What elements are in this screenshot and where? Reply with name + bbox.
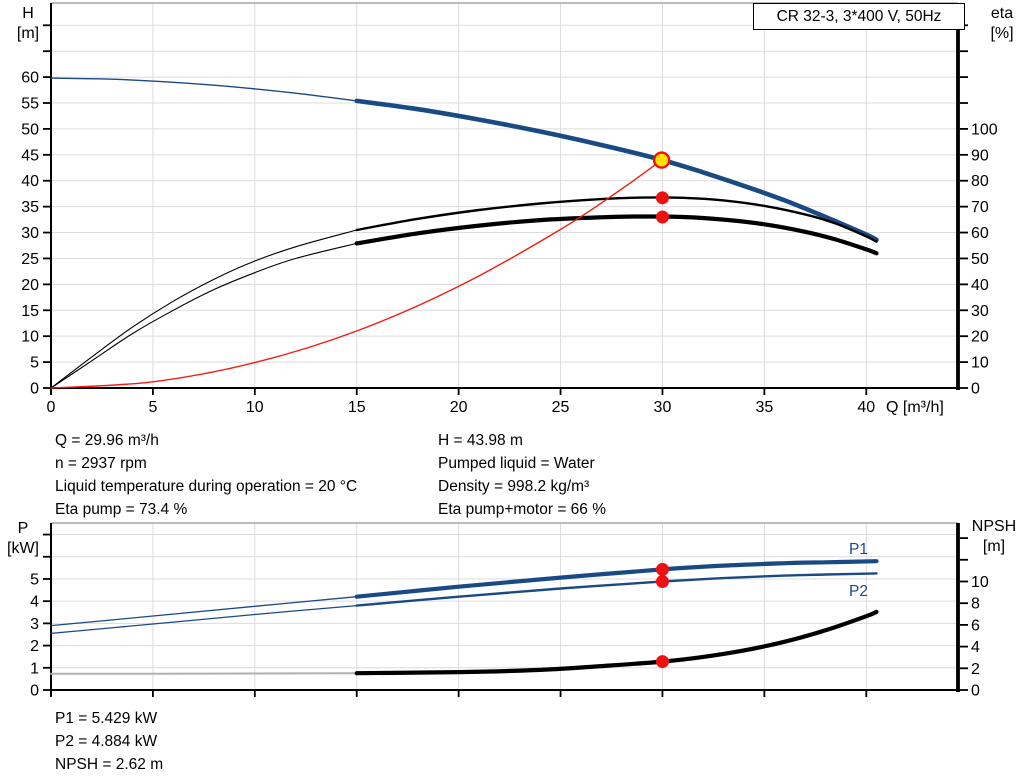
right-tick-label: 0: [971, 381, 980, 398]
npsh-value: NPSH = 2.62 m: [55, 756, 164, 773]
left-tick-label: 50: [21, 121, 39, 138]
head-axis-label: H [m]: [8, 4, 48, 44]
p2-curve-thin: [50, 604, 358, 635]
duty-point: [652, 151, 671, 169]
left-tick-label: 20: [21, 277, 39, 294]
head-value: H = 43.98 m: [438, 432, 523, 449]
eta-pump-motor-curve-thin: [50, 242, 358, 389]
eta-pump-motor-value: Eta pump+motor = 66 %: [438, 501, 607, 518]
x-tick-label: 10: [246, 399, 264, 416]
left-tick-label: 60: [21, 70, 39, 87]
left-tick-label: 35: [21, 199, 39, 216]
p1-curve-thin: [50, 596, 358, 627]
left-tick-label: 15: [21, 303, 39, 320]
x-tick-label: 20: [450, 399, 468, 416]
power-axis-name: P: [17, 520, 29, 537]
p1-point: [655, 562, 669, 576]
x-tick-label: 15: [348, 399, 366, 416]
head-axis-unit: [m]: [16, 25, 40, 42]
pumped-liquid-value: Pumped liquid = Water: [438, 455, 595, 472]
p1-value: P1 = 5.429 kW: [55, 710, 158, 727]
npsh-curve-thin: [50, 672, 358, 675]
eta-axis-label: eta [%]: [981, 4, 1023, 44]
eta-pump-motor-curve: [354, 214, 879, 256]
right-tick-label: 100: [971, 121, 998, 138]
right-tick-label: 10: [971, 355, 989, 372]
x-tick-label: 0: [47, 399, 56, 416]
right-tick-label: 20: [971, 329, 989, 346]
p2-curve-label: P2: [849, 583, 868, 600]
left-tick-label: 5: [30, 355, 39, 372]
right-tick-label: 6: [971, 617, 980, 634]
eta-pump-motor-point: [655, 210, 669, 224]
left-tick-label: 5: [30, 571, 39, 588]
eta-pump-curve: [355, 196, 878, 243]
eta-axis-unit: [%]: [990, 25, 1014, 42]
pump-title-box: CR 32-3, 3*400 V, 50Hz: [753, 3, 965, 30]
left-tick-label: 40: [21, 173, 39, 190]
power-axis-unit: [kW]: [7, 540, 39, 557]
p2-point: [655, 575, 669, 589]
operating-data-left: Q = 29.96 m³/h n = 2937 rpm Liquid tempe…: [55, 429, 357, 521]
liquid-temperature-value: Liquid temperature during operation = 20…: [55, 478, 358, 495]
x-tick-label: 5: [148, 399, 157, 416]
right-tick-label: 30: [971, 303, 989, 320]
left-tick-label: 55: [21, 96, 39, 113]
eta-pump-curve-thin: [50, 229, 358, 389]
right-tick-label: 4: [971, 639, 980, 656]
left-tick-label: 0: [30, 381, 39, 398]
x-tick-label: 30: [654, 399, 672, 416]
right-tick-label: 50: [971, 251, 989, 268]
head-curve-thin: [50, 77, 358, 102]
npsh-axis-label: NPSH [m]: [964, 517, 1024, 557]
left-tick-label: 3: [30, 616, 39, 633]
left-tick-label: 10: [21, 329, 39, 346]
right-tick-label: 10: [971, 574, 989, 591]
left-tick-label: 25: [21, 251, 39, 268]
left-tick-label: 4: [30, 594, 39, 611]
left-tick-label: 1: [30, 660, 39, 677]
p2-value: P2 = 4.884 kW: [55, 733, 158, 750]
power-data-block: P1 = 5.429 kW P2 = 4.884 kW NPSH = 2.62 …: [55, 707, 163, 776]
left-tick-label: 30: [21, 225, 39, 242]
x-tick-label: 35: [755, 399, 773, 416]
eta-pump-value: Eta pump = 73.4 %: [55, 501, 188, 518]
system-curve: [50, 159, 663, 389]
operating-data-right: H = 43.98 m Pumped liquid = Water Densit…: [438, 429, 606, 521]
head-curve: [354, 98, 879, 243]
left-tick-label: 0: [30, 683, 39, 700]
npsh-axis-name: NPSH: [971, 518, 1017, 535]
pump-title: CR 32-3, 3*400 V, 50Hz: [776, 7, 942, 25]
npsh-axis-unit: [m]: [982, 538, 1006, 555]
right-tick-label: 0: [971, 683, 980, 700]
power-axis-label: P [kW]: [2, 519, 44, 559]
p1-curve-label: P1: [849, 541, 868, 558]
right-tick-label: 90: [971, 147, 989, 164]
npsh-point: [655, 655, 669, 669]
left-tick-label: 45: [21, 147, 39, 164]
eta-axis-name: eta: [990, 5, 1014, 22]
eta-pump-point: [655, 191, 669, 205]
x-tick-label: 40: [857, 399, 875, 416]
right-tick-label: 80: [971, 173, 989, 190]
flow-value: Q = 29.96 m³/h: [55, 432, 159, 449]
x-tick-label: 25: [552, 399, 570, 416]
speed-value: n = 2937 rpm: [55, 455, 147, 472]
right-tick-label: 8: [971, 596, 980, 613]
right-tick-label: 40: [971, 277, 989, 294]
right-tick-label: 2: [971, 661, 980, 678]
head-axis-name: H: [22, 5, 34, 22]
left-tick-label: 2: [30, 638, 39, 655]
density-value: Density = 998.2 kg/m³: [438, 478, 590, 495]
npsh-curve: [354, 609, 879, 676]
flow-axis-label: Q [m³/h]: [886, 399, 944, 416]
right-tick-label: 60: [971, 225, 989, 242]
right-tick-label: 70: [971, 199, 989, 216]
